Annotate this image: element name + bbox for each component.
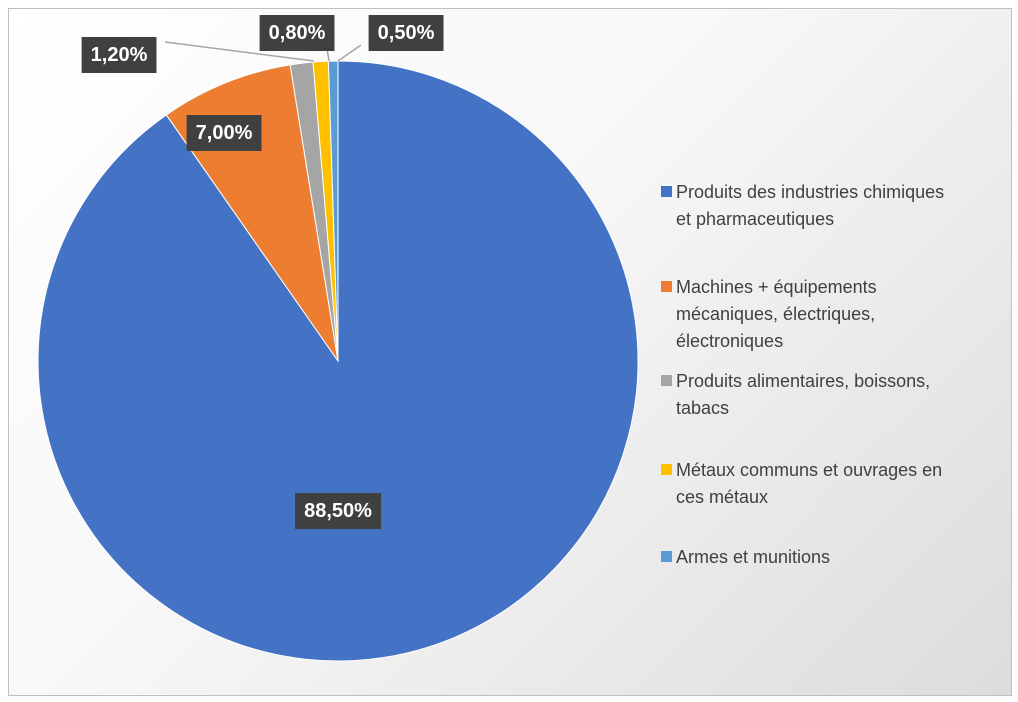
legend-item: Produits alimentaires, boissons, tabacs: [661, 368, 930, 422]
data-label-box: [81, 37, 157, 73]
data-label: 1,20%: [81, 37, 157, 73]
chart-area: 88,50% 7,00% 1,20% 0,80% 0,50% Produits des …: [8, 8, 1012, 696]
pie-slice: [327, 60, 339, 362]
data-label: 0,50%: [368, 15, 444, 51]
data-label: 7,00%: [186, 115, 262, 151]
leader-line: [164, 41, 315, 62]
legend-label: Armes et munitions: [676, 547, 831, 567]
data-label-box: [186, 115, 262, 151]
legend-label: Machines + équipements mécaniques, élect…: [676, 277, 877, 351]
data-label-box: [368, 15, 444, 51]
data-label: 0,80%: [259, 15, 335, 51]
data-label-text: 0,80%: [269, 22, 326, 44]
data-label-text: 88,50%: [304, 500, 372, 522]
legend-item: Métaux communs et ouvrages en ces métaux: [661, 457, 942, 511]
pie-slice: [37, 60, 639, 662]
data-label-text: 7,00%: [196, 122, 253, 144]
legend-swatch: [661, 551, 672, 562]
legend-item: Machines + équipements mécaniques, élect…: [661, 274, 877, 355]
legend-swatch: [661, 464, 672, 475]
data-label-text: 1,20%: [91, 44, 148, 66]
data-label-box: [259, 15, 335, 51]
legend-swatch: [661, 186, 672, 197]
legend-swatch: [661, 281, 672, 292]
legend-label: Métaux communs et ouvrages en ces métaux: [676, 460, 943, 507]
pie-slices: [37, 60, 639, 662]
legend-swatch: [661, 375, 672, 386]
legend-label: Produits alimentaires, boissons, tabacs: [676, 371, 931, 418]
data-labels: 88,50% 7,00% 1,20% 0,80% 0,50%: [81, 15, 444, 529]
data-label-box: [295, 493, 382, 529]
legend-item: Armes et munitions: [661, 544, 830, 571]
data-label-text: 0,50%: [378, 22, 435, 44]
legend-item: Produits des industries chimiques et pha…: [661, 179, 944, 233]
leader-line: [337, 44, 362, 62]
pie-chart: 88,50% 7,00% 1,20% 0,80% 0,50%: [37, 15, 639, 662]
legend-label: Produits des industries chimiques et pha…: [676, 182, 945, 229]
data-label: 88,50%: [295, 493, 382, 529]
